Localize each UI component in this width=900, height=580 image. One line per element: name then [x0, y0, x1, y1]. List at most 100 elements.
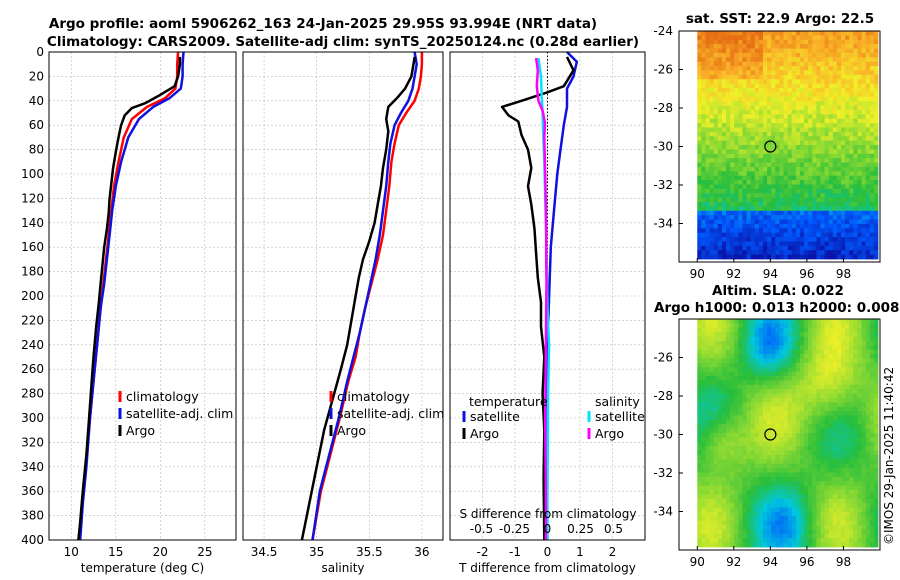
heatmap-cell: [869, 533, 875, 539]
heatmap-cell: [746, 529, 752, 535]
heatmap-cell: [701, 542, 706, 548]
heatmap-cell: [697, 52, 702, 58]
heatmap-cell: [808, 454, 813, 460]
heatmap-cell: [799, 446, 805, 451]
heatmap-cell: [812, 393, 817, 399]
heatmap-cell: [836, 516, 842, 522]
heatmap-cell: [783, 507, 789, 513]
heatmap-cell: [746, 105, 752, 111]
heatmap-cell: [730, 158, 735, 163]
heatmap-cell: [721, 511, 727, 517]
heatmap-cell: [804, 468, 809, 473]
heatmap-cell: [841, 358, 846, 364]
heatmap-cell: [873, 158, 879, 163]
heatmap-cell: [824, 114, 830, 120]
heatmap-cell: [791, 433, 797, 438]
heatmap-cell: [730, 498, 735, 504]
heatmap-cell: [717, 371, 723, 377]
heatmap-cell: [730, 123, 735, 128]
heatmap-cell: [721, 485, 727, 491]
heatmap-cell: [799, 109, 805, 115]
heatmap-cell: [857, 389, 862, 394]
heatmap-cell: [783, 188, 789, 194]
heatmap-cell: [758, 175, 764, 181]
heatmap-cell: [758, 118, 764, 124]
heatmap-cell: [717, 171, 723, 177]
heatmap-cell: [841, 184, 846, 190]
heatmap-cell: [750, 175, 756, 181]
heatmap-cell: [750, 197, 756, 203]
heatmap-cell: [841, 450, 846, 456]
heatmap-cell: [721, 123, 727, 128]
heatmap-cell: [762, 245, 768, 251]
heatmap-cell: [795, 485, 801, 491]
heatmap-cell: [701, 118, 706, 124]
heatmap-cell: [804, 254, 809, 260]
heatmap-cell: [865, 441, 871, 447]
heatmap-cell: [865, 114, 871, 120]
heatmap-cell: [861, 223, 867, 229]
heatmap-cell: [721, 349, 727, 355]
heatmap-cell: [816, 345, 821, 351]
heatmap-cell: [762, 162, 768, 168]
heatmap-cell: [828, 96, 834, 102]
heatmap-cell: [783, 39, 789, 45]
heatmap-cell: [873, 406, 879, 412]
heatmap-cell: [804, 237, 809, 242]
heatmap-cell: [783, 123, 789, 128]
heatmap-cell: [701, 319, 706, 324]
heatmap-cell: [853, 250, 858, 256]
heatmap-cell: [861, 171, 867, 177]
heatmap-cell: [787, 206, 793, 212]
heatmap-cell: [709, 219, 715, 225]
heatmap-cell: [841, 180, 846, 185]
heatmap-cell: [701, 419, 706, 425]
heatmap-cell: [857, 450, 862, 456]
heatmap-cell: [717, 485, 723, 491]
heatmap-cell: [857, 228, 862, 234]
heatmap-cell: [849, 215, 854, 220]
heatmap-cell: [816, 538, 821, 544]
heatmap-cell: [767, 232, 772, 238]
heatmap-cell: [845, 389, 850, 394]
heatmap-cell: [853, 153, 858, 159]
heatmap-cell: [771, 39, 776, 45]
heatmap-cell: [816, 70, 821, 76]
heatmap-cell: [812, 197, 817, 203]
heatmap-cell: [779, 101, 784, 106]
heatmap-cell: [713, 223, 719, 229]
heatmap-cell: [754, 206, 760, 212]
heatmap-cell: [824, 202, 830, 207]
heatmap-cell: [804, 140, 809, 146]
heatmap-cell: [738, 39, 743, 45]
heatmap-cell: [857, 180, 862, 185]
heatmap-cell: [820, 358, 826, 364]
heatmap-cell: [865, 83, 871, 89]
heatmap-cell: [754, 136, 760, 142]
heatmap-cell: [775, 166, 780, 172]
heatmap-cell: [750, 406, 756, 412]
heatmap-cell: [795, 101, 801, 106]
heatmap-cell: [754, 384, 760, 390]
heatmap-cell: [849, 219, 854, 225]
heatmap-cell: [873, 140, 879, 146]
heatmap-cell: [717, 406, 723, 412]
heatmap-cell: [742, 114, 747, 120]
heatmap-cell: [791, 215, 797, 220]
heatmap-cell: [726, 476, 731, 482]
heatmap-cell: [799, 123, 805, 128]
heatmap-cell: [771, 193, 776, 199]
heatmap-cell: [845, 371, 850, 377]
heatmap-cell: [717, 92, 723, 98]
heatmap-cell: [779, 393, 784, 399]
heatmap-cell: [713, 468, 719, 473]
heatmap-cell: [758, 123, 764, 128]
heatmap-cell: [713, 533, 719, 539]
heatmap-cell: [771, 397, 776, 403]
heatmap-cell: [869, 397, 875, 403]
heatmap-cell: [857, 428, 862, 434]
heatmap-cell: [746, 428, 752, 434]
heatmap-cell: [746, 184, 752, 190]
heatmap-cell: [787, 210, 793, 216]
heatmap-cell: [865, 153, 871, 159]
